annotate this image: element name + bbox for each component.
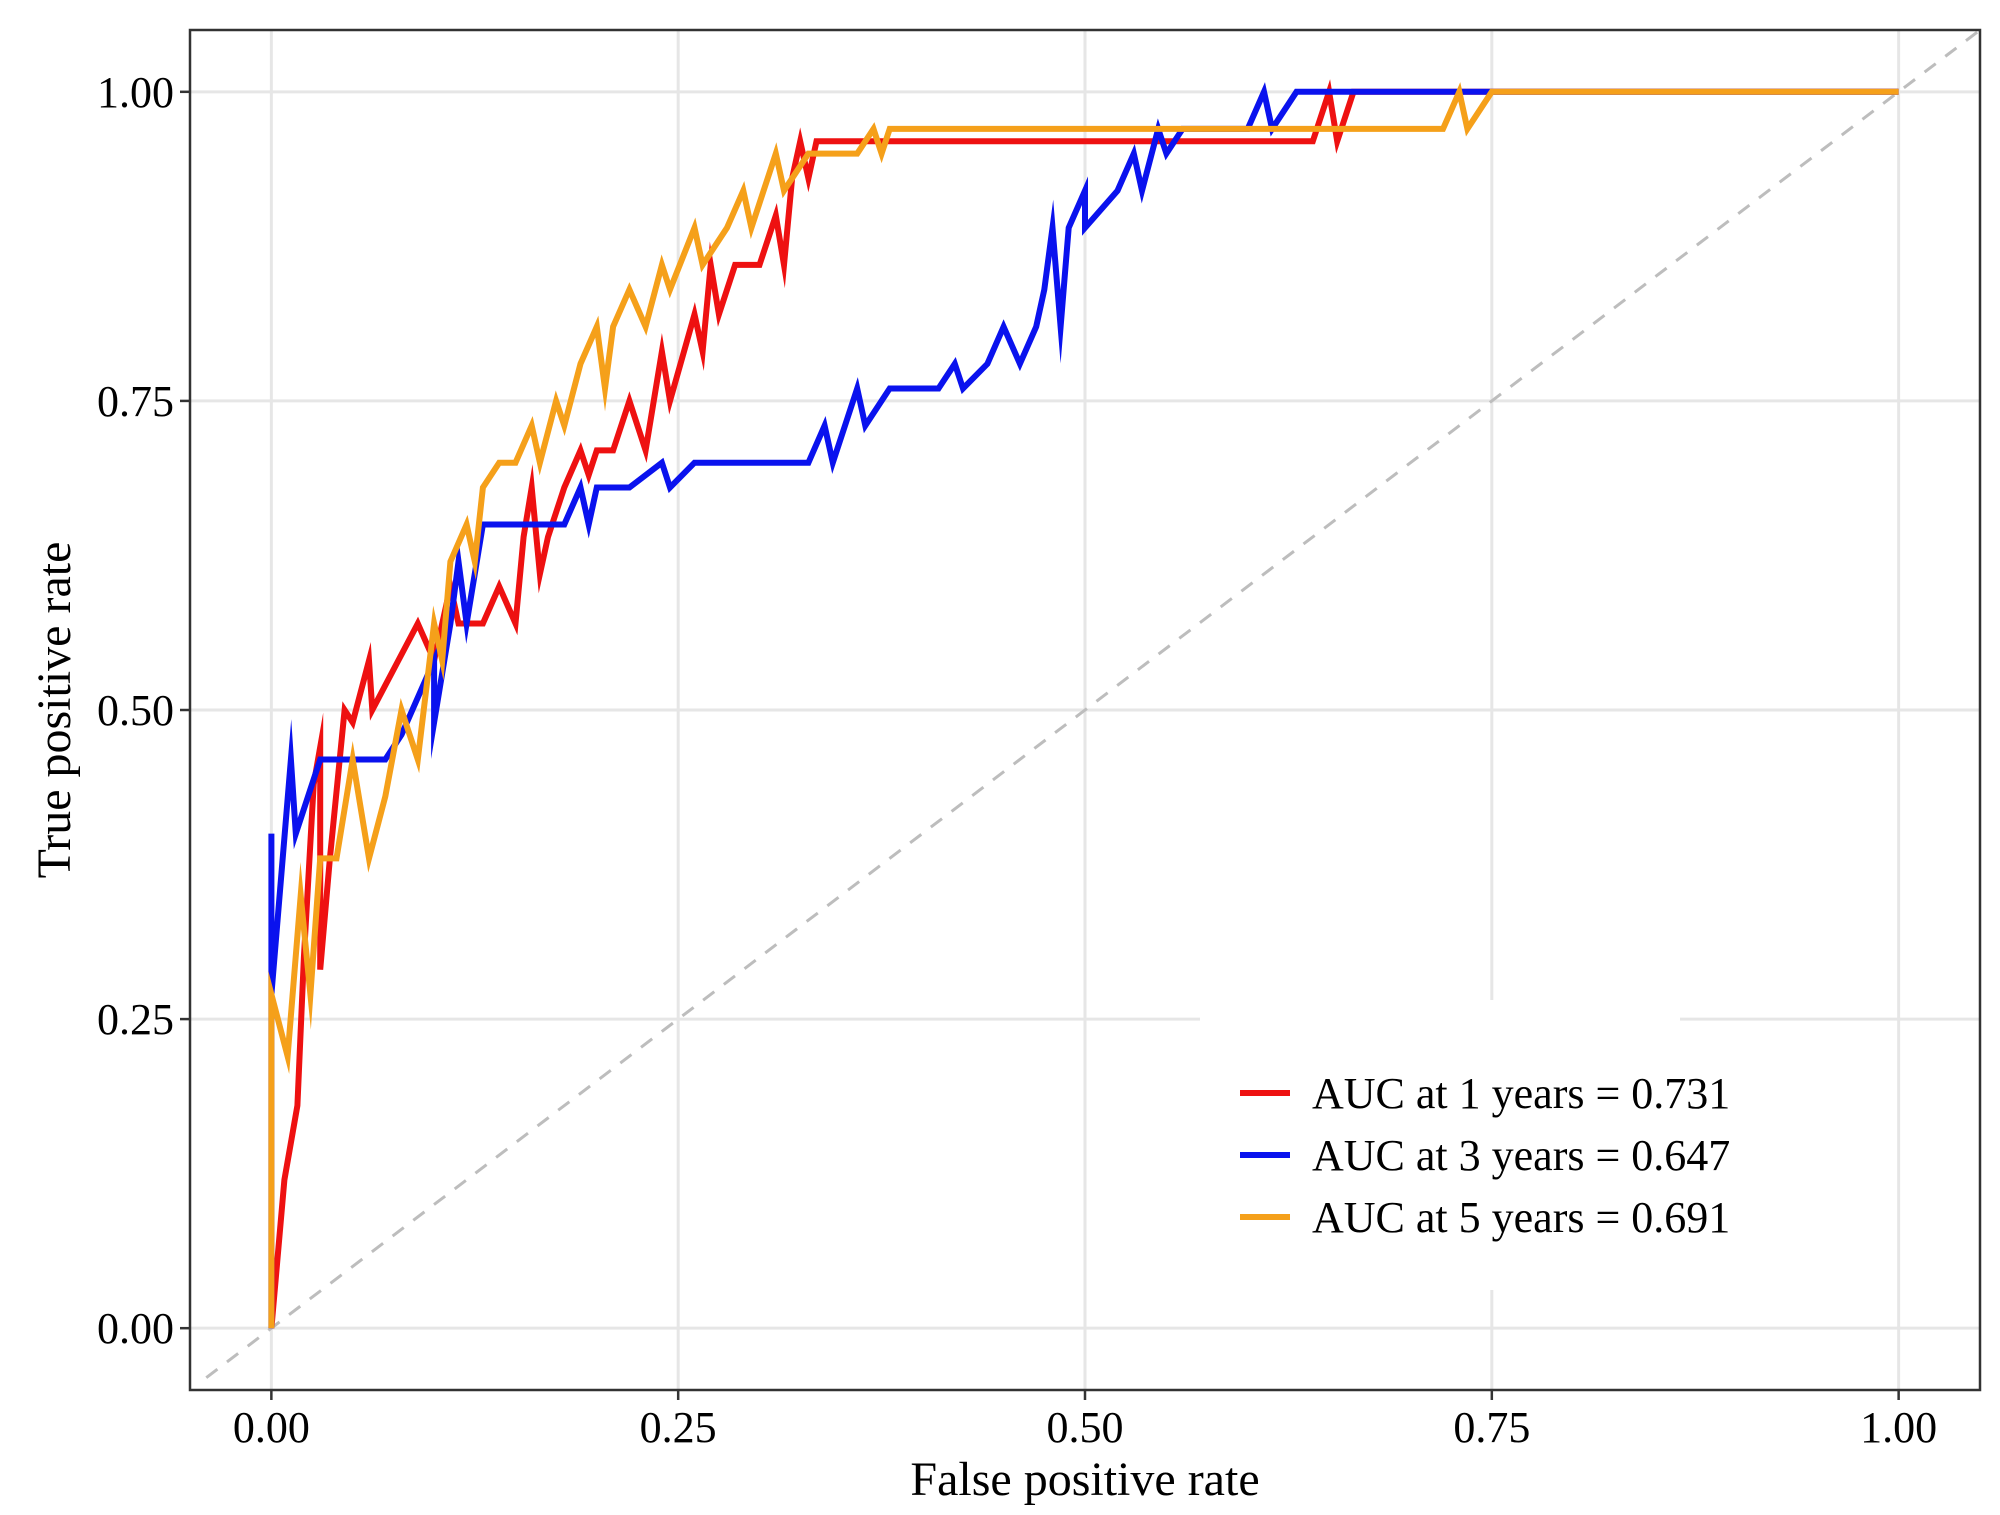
legend-background <box>1200 1000 1680 1290</box>
legend: AUC at 1 years = 0.731 AUC at 3 years = 0… <box>1200 1000 1730 1290</box>
y-tick-label-0: 0.00 <box>97 1304 174 1353</box>
x-tick-label-4: 1.00 <box>1860 1403 1937 1452</box>
x-tick-label-2: 0.50 <box>1047 1403 1124 1452</box>
legend-label-3: AUC at 5 years = 0.691 <box>1312 1193 1730 1242</box>
x-tick-label-0: 0.00 <box>233 1403 310 1452</box>
y-axis-title: True positive rate <box>28 542 81 879</box>
y-axis-ticks: 0.00 0.25 0.50 0.75 1.00 <box>97 68 190 1353</box>
y-tick-label-4: 1.00 <box>97 68 174 117</box>
legend-label-2: AUC at 3 years = 0.647 <box>1312 1131 1730 1180</box>
x-tick-label-1: 0.25 <box>640 1403 717 1452</box>
legend-label-1: AUC at 1 years = 0.731 <box>1312 1069 1730 1118</box>
reference-diagonal-group <box>205 28 1981 1379</box>
y-tick-label-3: 0.75 <box>97 377 174 426</box>
reference-diagonal-line <box>205 28 1981 1379</box>
x-axis-ticks: 0.00 0.25 0.50 0.75 1.00 <box>233 1390 1937 1452</box>
x-axis-title: False positive rate <box>910 1453 1259 1506</box>
x-tick-label-3: 0.75 <box>1453 1403 1530 1452</box>
series-group <box>268 79 1899 1329</box>
y-tick-label-2: 0.50 <box>97 686 174 735</box>
y-tick-label-1: 0.25 <box>97 995 174 1044</box>
series-line-3 <box>268 82 1899 1329</box>
